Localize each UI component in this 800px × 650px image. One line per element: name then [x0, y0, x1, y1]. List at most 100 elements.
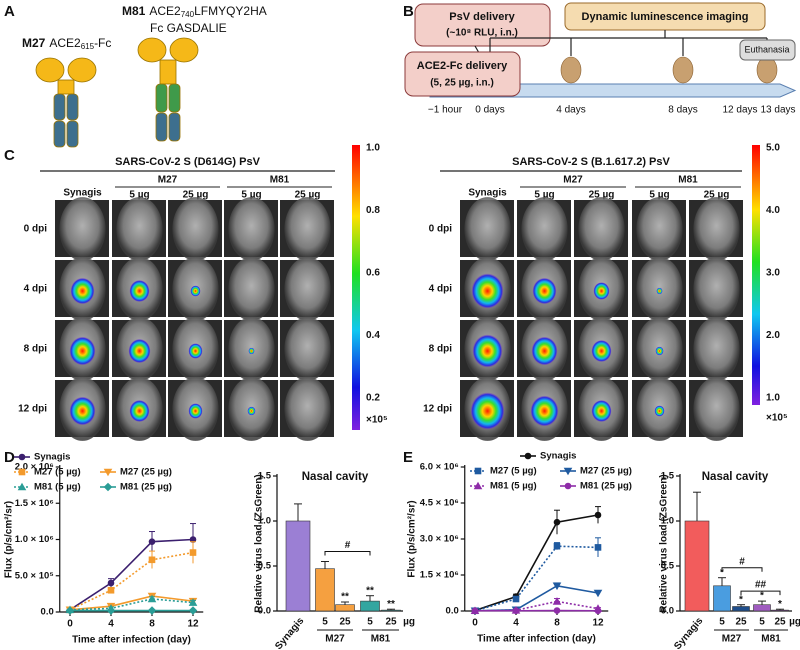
comparison-bracket [721, 567, 763, 572]
series-line [474, 600, 599, 612]
y-tick-label: 0.0 [258, 606, 271, 617]
group-label: M81 [371, 634, 391, 645]
bar [771, 609, 789, 612]
colorbar [752, 145, 760, 405]
row-label: 4 dpi [24, 284, 48, 295]
colorbar [352, 145, 360, 430]
series-line [69, 538, 194, 611]
signal [591, 400, 612, 422]
construct-name: M81 [122, 4, 146, 18]
group-label: M27 [722, 634, 742, 645]
legend-label: M27 (25 µg) [120, 467, 172, 478]
dose-header: 25 µg [295, 190, 321, 201]
bar [285, 520, 311, 612]
colorbar-unit: ×10⁵ [766, 413, 788, 424]
grid-title: SARS-CoV-2 S (B.1.617.2) PsV [512, 156, 670, 168]
x-tick-label: 5 [759, 617, 765, 628]
signal [188, 403, 203, 419]
group-label: M27 [325, 634, 345, 645]
ace2-box [404, 51, 521, 97]
dose-header: 25 µg [183, 190, 209, 201]
column-header: Synagis [63, 188, 102, 199]
x-tick-label: 5 [322, 617, 328, 628]
signal [655, 346, 664, 356]
marker [594, 544, 602, 551]
mouse-body [521, 197, 568, 261]
row-label: 12 dpi [18, 404, 47, 415]
x-tick-label: Synagis [273, 615, 306, 650]
bar [732, 606, 750, 612]
series-line [474, 514, 599, 612]
comparison-label: ## [755, 580, 767, 591]
comparison-label: # [345, 540, 351, 551]
mouse-body [578, 197, 625, 261]
row-label: 12 dpi [423, 404, 452, 415]
marker [594, 607, 602, 615]
signal [69, 336, 96, 366]
marker [148, 556, 156, 564]
construct-suffix: LFMYQY2HA [194, 4, 267, 18]
grid-title: SARS-CoV-2 S (D614G) PsV [115, 156, 261, 168]
row-label: 8 dpi [429, 344, 453, 355]
construct-name: M27 [22, 36, 46, 50]
signal [654, 405, 665, 417]
mouse-body [116, 197, 163, 261]
signal [591, 340, 612, 362]
group-header: M81 [678, 175, 698, 186]
signal [70, 277, 95, 305]
signal [190, 285, 201, 297]
box-text: PsV delivery [449, 11, 515, 23]
marker [512, 595, 520, 603]
group-label: M81 [761, 634, 781, 645]
mouse-body [228, 197, 275, 261]
colorbar-label: 5.0 [766, 143, 780, 154]
mouse-body [59, 197, 106, 261]
antibody-m27 [35, 57, 97, 148]
signal [128, 338, 151, 364]
mouse-body [284, 197, 331, 261]
dose-header: 25 µg [704, 190, 730, 201]
marker [106, 606, 116, 615]
comparison-bracket [324, 551, 371, 556]
y-tick-label: 0.5 [258, 561, 272, 572]
signal [470, 392, 505, 430]
euthanasia-box [739, 39, 796, 61]
y-tick-label: 5.0 × 10⁵ [15, 570, 54, 581]
mouse-body [693, 197, 740, 261]
legend-label: Synagis [540, 451, 576, 462]
x-tick-label: 12 [187, 619, 199, 630]
marker [553, 542, 561, 550]
series-line [474, 545, 599, 612]
colorbar-label: 1.0 [766, 393, 780, 404]
signal [247, 406, 256, 416]
significance: * [760, 591, 764, 602]
legend-marker [473, 481, 483, 490]
y-axis-label: Relative virus load (ZsGreen) [659, 474, 670, 612]
mouse-body [172, 197, 219, 261]
legend-label: M81 (25 µg) [580, 481, 632, 492]
panel-label: B [403, 3, 414, 20]
bar [381, 609, 401, 612]
colorbar-label: 0.6 [366, 268, 380, 279]
timeline-label: 4 days [556, 105, 585, 116]
x-tick-label: 12 [592, 618, 604, 629]
dose-header: 5 µg [129, 190, 149, 201]
y-axis-label: Flux (p/s/cm²/sr) [407, 500, 418, 577]
marker [189, 549, 197, 556]
construct-sub: 740 [181, 10, 195, 19]
construct-sub: 615 [81, 42, 95, 51]
y-tick-label: 3.0 × 10⁶ [420, 534, 459, 545]
marker [471, 607, 479, 615]
box-text: (~10⁸ RLU, i.n.) [446, 28, 518, 39]
significance: * [778, 599, 782, 610]
colorbar-label: 4.0 [766, 205, 780, 216]
y-tick-label: 2.0 × 10⁶ [15, 462, 54, 473]
x-tick-label: 5 [719, 617, 725, 628]
construct-label: M27 ACE2615-Fc [22, 36, 111, 51]
mouse-body [464, 197, 511, 261]
legend-label: M81 (25 µg) [120, 482, 172, 493]
legend-marker [103, 482, 113, 492]
significance: ** [387, 599, 395, 610]
legend-marker [18, 453, 26, 461]
signal [129, 400, 150, 422]
